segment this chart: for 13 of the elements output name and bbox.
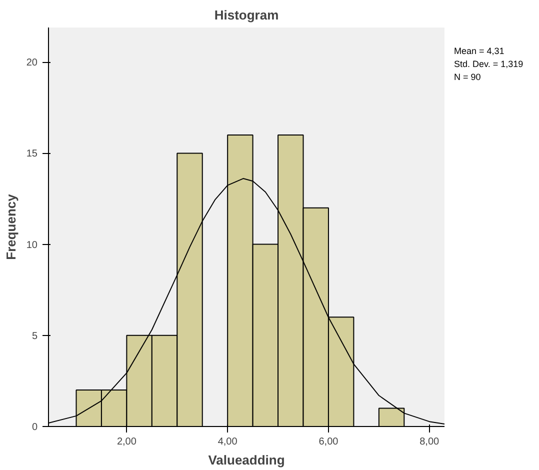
x-tick-label: 6,00 — [318, 436, 339, 448]
x-tick-label: 2,00 — [116, 436, 137, 448]
y-tick-label: 0 — [32, 422, 38, 433]
x-tick-label: 4,00 — [218, 436, 238, 448]
y-tick-label: 5 — [32, 330, 38, 342]
y-tick-label: 15 — [26, 148, 38, 160]
y-axis-title: Frequency — [3, 193, 18, 260]
y-tick-label: 10 — [26, 240, 38, 251]
text: Mean = 4,31 Std. Dev. = 1,319 N = 90 — [454, 45, 524, 84]
x-tick-label: 8,00 — [420, 436, 440, 448]
y-tick-label: 20 — [26, 58, 38, 69]
chart-title: Histogram — [214, 8, 279, 22]
x-axis-title: Valueadding — [208, 452, 285, 468]
